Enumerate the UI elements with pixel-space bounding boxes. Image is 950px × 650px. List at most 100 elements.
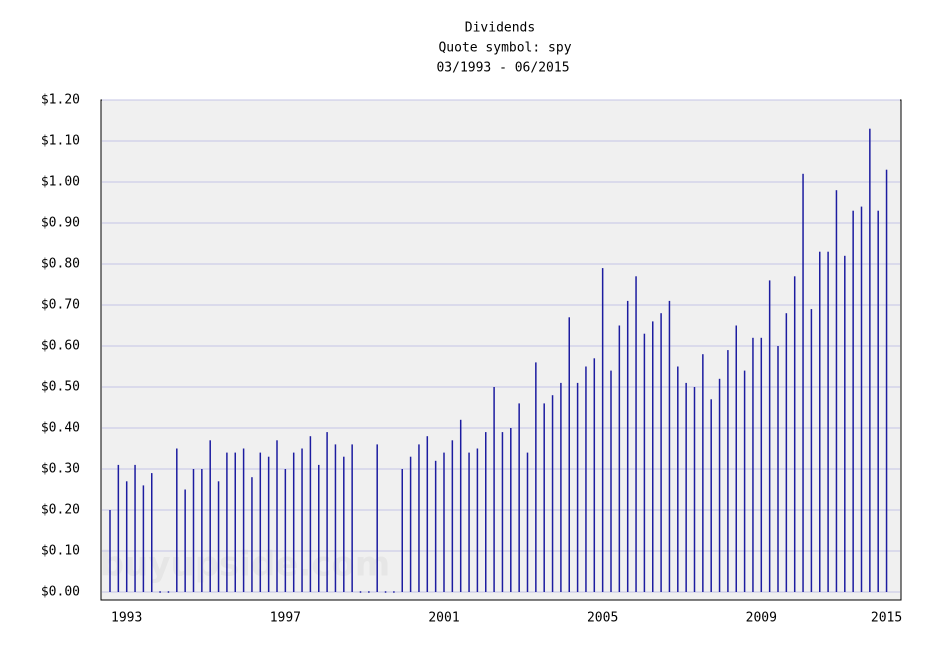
bar: [635, 276, 637, 592]
bar: [718, 378, 721, 592]
bar: [351, 444, 353, 592]
bar: [434, 460, 437, 592]
bar: [743, 370, 746, 592]
y-tick-label: $0.40: [41, 421, 80, 436]
bar: [576, 382, 579, 592]
y-tick-label: $0.60: [41, 339, 80, 354]
bar: [134, 464, 136, 592]
bar: [326, 432, 328, 592]
bar: [877, 210, 879, 592]
y-tick-label: $1.20: [41, 93, 80, 108]
bar: [485, 432, 487, 592]
x-tick-label: 2015: [871, 611, 902, 626]
bar: [343, 456, 345, 592]
bar: [501, 432, 504, 592]
bar: [768, 280, 771, 592]
chart-period: 03/1993 - 06/2015: [436, 61, 569, 76]
x-tick-label: 2009: [746, 611, 777, 626]
bar: [393, 591, 395, 593]
x-tick-label: 2005: [587, 611, 618, 626]
bar: [292, 452, 295, 592]
bar: [301, 448, 303, 592]
bar: [409, 456, 412, 592]
bar: [309, 436, 312, 592]
y-tick-label: $0.50: [41, 380, 80, 395]
bar: [209, 440, 211, 592]
bar: [793, 276, 796, 592]
bar: [819, 251, 821, 592]
bar: [334, 444, 337, 592]
bar: [760, 337, 763, 592]
bar: [109, 510, 111, 592]
bar: [451, 440, 454, 592]
y-tick-label: $0.20: [41, 503, 80, 518]
bar: [535, 362, 537, 592]
bar: [543, 403, 545, 592]
bar: [685, 382, 687, 592]
bar: [869, 128, 871, 592]
bar: [585, 366, 587, 592]
bar: [752, 337, 754, 592]
bar: [885, 169, 888, 592]
bar: [426, 436, 429, 592]
bar: [735, 325, 737, 592]
bar: [242, 448, 245, 592]
plot-area: [100, 99, 902, 601]
bar: [810, 309, 813, 592]
bar: [785, 313, 788, 592]
bar: [693, 387, 696, 592]
bar: [192, 469, 195, 592]
bar: [251, 477, 253, 592]
bar: [835, 190, 838, 592]
bar: [610, 370, 612, 592]
bar: [844, 255, 846, 593]
bar: [226, 452, 228, 592]
bar: [660, 313, 662, 592]
bar: [601, 268, 604, 592]
bar: [384, 591, 387, 593]
bar: [267, 456, 270, 592]
bar: [677, 366, 679, 592]
bar: [668, 300, 671, 592]
bar: [852, 210, 854, 592]
bar: [510, 428, 512, 592]
y-tick-label: $0.80: [41, 257, 80, 272]
y-tick-label: $0.00: [41, 585, 80, 600]
y-tick-label: $0.10: [41, 544, 80, 559]
chart-subtitle: Quote symbol: spy: [438, 41, 571, 56]
bar: [568, 317, 570, 592]
bar: [276, 440, 278, 592]
bar: [777, 346, 779, 592]
bar: [117, 464, 120, 592]
bar: [827, 251, 829, 592]
bar: [593, 358, 596, 592]
bar: [217, 481, 220, 592]
bar: [468, 452, 470, 592]
bar: [376, 444, 378, 592]
bar: [418, 444, 420, 592]
bar: [401, 469, 403, 592]
bar: [493, 387, 495, 592]
bar: [167, 591, 170, 593]
x-tick-label: 1993: [111, 611, 142, 626]
bar: [443, 452, 445, 592]
bar: [710, 399, 712, 592]
y-tick-label: $0.70: [41, 298, 80, 313]
bar: [368, 591, 370, 593]
x-tick-label: 1997: [270, 611, 301, 626]
chart-title: Dividends: [465, 21, 535, 36]
bar: [551, 395, 554, 592]
bar: [201, 469, 203, 592]
y-tick-label: $0.30: [41, 462, 80, 477]
bar: [284, 469, 287, 592]
bar: [459, 419, 462, 592]
bar: [560, 382, 562, 592]
x-tick-label: 2001: [428, 611, 459, 626]
bar: [526, 452, 529, 592]
bar: [159, 591, 161, 593]
bar: [359, 591, 362, 593]
bar: [125, 481, 128, 592]
bar: [860, 206, 863, 592]
bar: [618, 325, 621, 592]
